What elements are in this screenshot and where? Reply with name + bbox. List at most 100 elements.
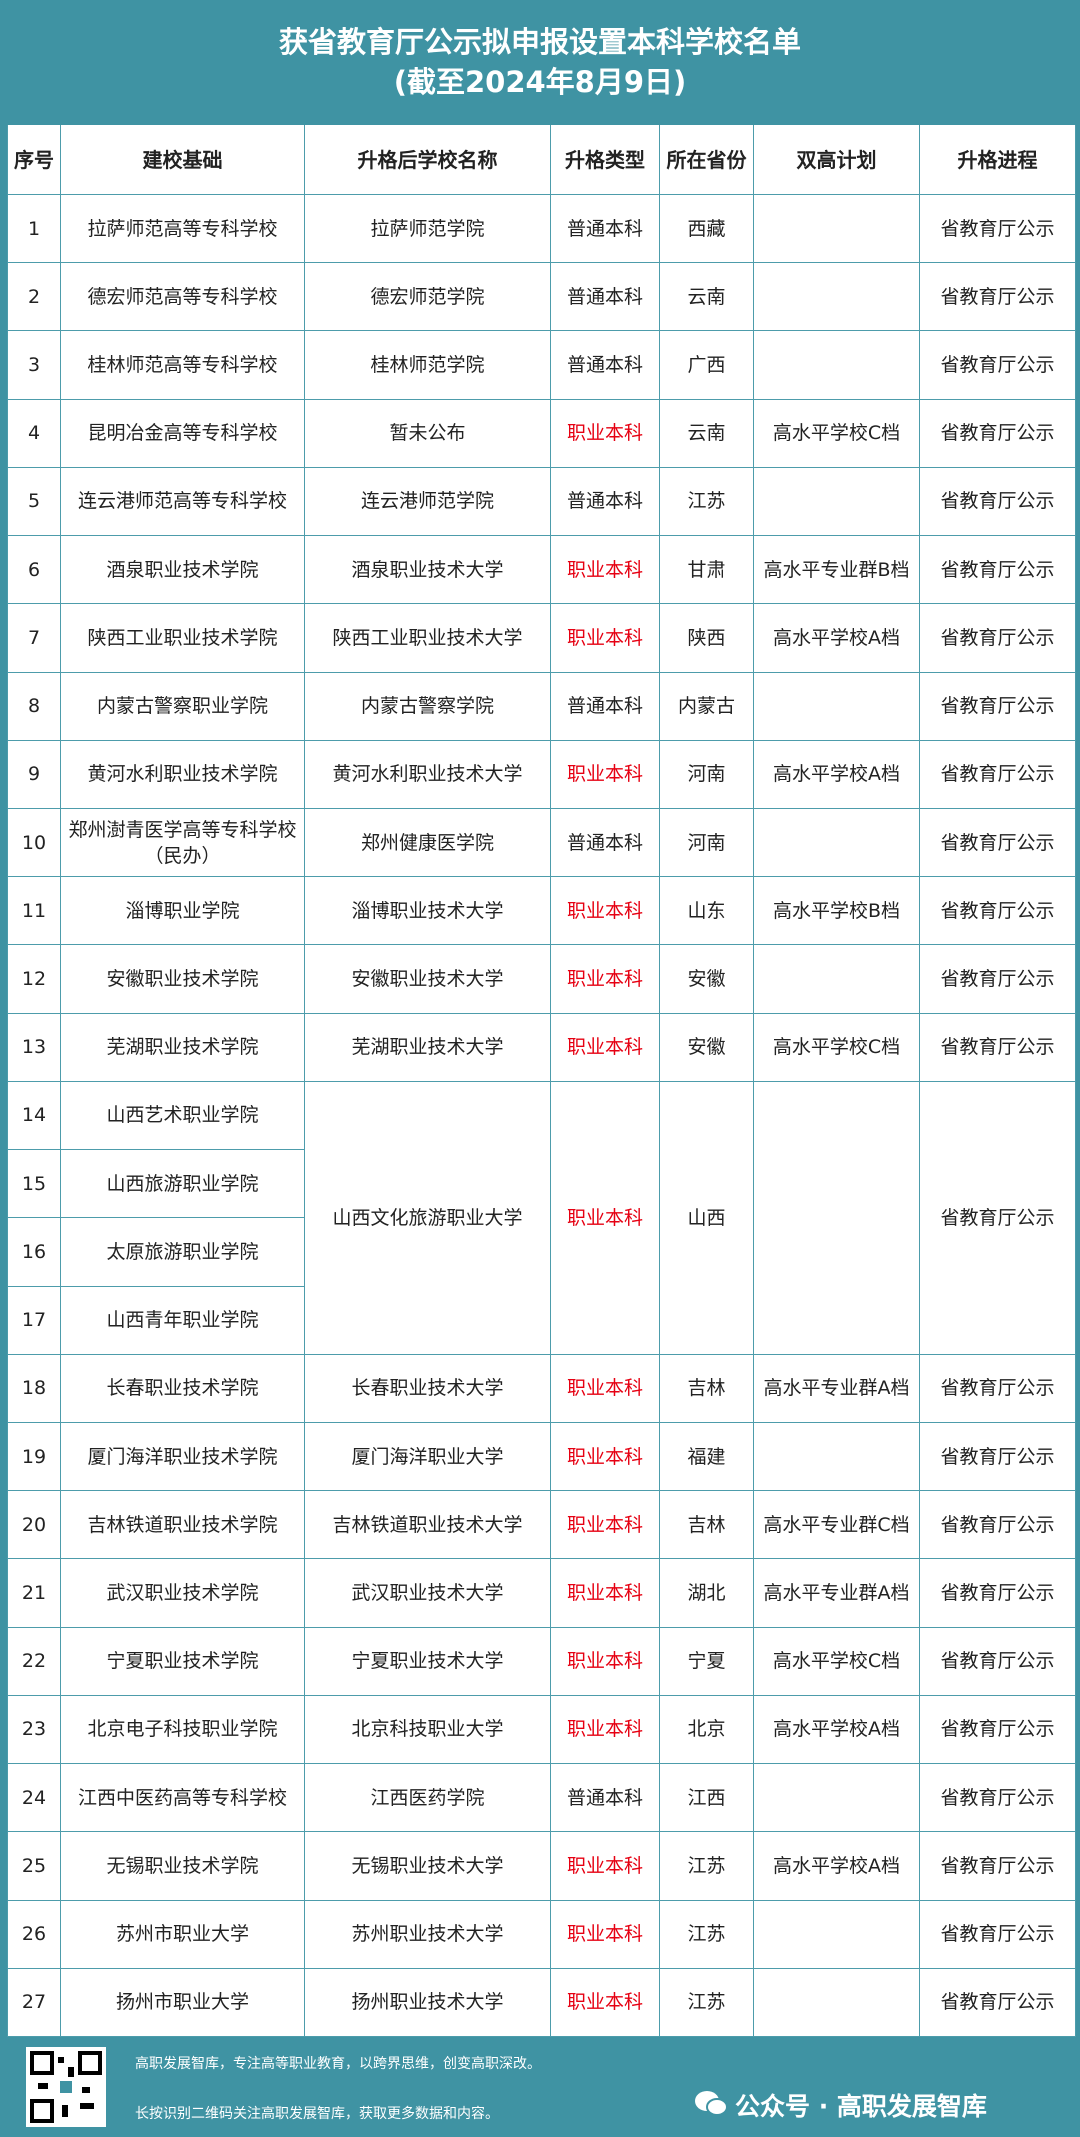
table-cell: 云南 bbox=[660, 263, 754, 332]
table-cell: 高水平学校B档 bbox=[754, 877, 920, 946]
table-cell: 省教育厅公示 bbox=[920, 263, 1076, 332]
table-cell: 江苏 bbox=[660, 467, 754, 537]
table-cell: 无锡职业技术学院 bbox=[61, 1832, 305, 1901]
table-cell: 职业本科 bbox=[551, 399, 660, 468]
table: 序号 建校基础 升格后学校名称 升格类型 所在省份 双高计划 升格进程 1 拉萨师范高等专科学校… bbox=[7, 125, 1076, 2037]
table-cell: 职业本科 bbox=[551, 604, 660, 673]
table-cell: 陕西工业职业技术大学 bbox=[305, 604, 551, 673]
table-cell: 职业本科 bbox=[551, 1559, 660, 1628]
table-cell bbox=[754, 467, 920, 537]
table-cell: 高水平专业群A档 bbox=[754, 1354, 920, 1423]
table-cell: 职业本科 bbox=[551, 1423, 660, 1492]
table-cell: 职业本科 bbox=[551, 1354, 660, 1423]
table-cell: 江苏 bbox=[660, 1900, 754, 1969]
table-cell: 高水平专业群C档 bbox=[754, 1491, 920, 1560]
table-cell: 省教育厅公示 bbox=[920, 1764, 1076, 1833]
column-header: 升格进程 bbox=[920, 125, 1076, 195]
table-cell: 职业本科 bbox=[551, 945, 660, 1014]
table-cell: 省教育厅公示 bbox=[920, 1354, 1076, 1423]
table-cell: 西藏 bbox=[660, 195, 754, 264]
table-cell: 太原旅游职业学院 bbox=[61, 1218, 305, 1287]
table-cell: 省教育厅公示 bbox=[920, 1900, 1076, 1969]
table-cell bbox=[754, 263, 920, 332]
table-cell: 德宏师范学院 bbox=[305, 263, 551, 332]
table-cell: 省教育厅公示 bbox=[920, 1832, 1076, 1901]
table-cell: 吉林 bbox=[660, 1354, 754, 1423]
table-cell: 高水平学校A档 bbox=[754, 1695, 920, 1765]
table-cell: 24 bbox=[7, 1764, 61, 1833]
table-cell: 北京 bbox=[660, 1695, 754, 1765]
table-cell bbox=[754, 1968, 920, 2037]
table-cell: 山西文化旅游职业大学 bbox=[305, 1081, 551, 1355]
table-cell: 职业本科 bbox=[551, 536, 660, 605]
table-cell: 宁夏职业技术大学 bbox=[305, 1627, 551, 1696]
subtitle: (截至2024年8月9日) bbox=[393, 65, 687, 99]
table-cell: 省教育厅公示 bbox=[920, 195, 1076, 264]
table-cell bbox=[754, 1764, 920, 1833]
table-cell: 21 bbox=[7, 1559, 61, 1628]
table-cell: 安徽 bbox=[660, 945, 754, 1014]
table-cell: 职业本科 bbox=[551, 1968, 660, 2037]
column-header: 升格后学校名称 bbox=[305, 125, 551, 195]
table-cell: 江西中医药高等专科学校 bbox=[61, 1764, 305, 1833]
table-cell: 14 bbox=[7, 1081, 61, 1151]
column-header: 双高计划 bbox=[754, 125, 920, 195]
table-cell: 12 bbox=[7, 945, 61, 1014]
table-cell: 湖北 bbox=[660, 1559, 754, 1628]
table-cell: 吉林铁道职业技术学院 bbox=[61, 1491, 305, 1560]
table-cell bbox=[754, 672, 920, 741]
table-cell: 苏州职业技术大学 bbox=[305, 1900, 551, 1969]
table-cell bbox=[754, 1423, 920, 1492]
table-cell: 广西 bbox=[660, 331, 754, 400]
table-cell: 职业本科 bbox=[551, 1081, 660, 1355]
table-cell: 普通本科 bbox=[551, 331, 660, 400]
table-cell: 省教育厅公示 bbox=[920, 1081, 1076, 1355]
table-cell: 黄河水利职业技术大学 bbox=[305, 740, 551, 809]
table-cell: 北京科技职业大学 bbox=[305, 1695, 551, 1765]
table-cell: 1 bbox=[7, 195, 61, 264]
table-cell: 山西青年职业学院 bbox=[61, 1286, 305, 1355]
table-cell: 3 bbox=[7, 331, 61, 400]
table-cell: 河南 bbox=[660, 809, 754, 878]
table-cell: 扬州职业技术大学 bbox=[305, 1968, 551, 2037]
table-cell: 16 bbox=[7, 1218, 61, 1287]
footer-line1: 高职发展智库，专注高等职业教育，以跨界思维，创变高职深改。 bbox=[135, 2056, 541, 2072]
table-cell: 德宏师范高等专科学校 bbox=[61, 263, 305, 332]
table-cell: 普通本科 bbox=[551, 1764, 660, 1833]
table-cell: 连云港师范学院 bbox=[305, 467, 551, 537]
table-cell: 黄河水利职业技术学院 bbox=[61, 740, 305, 809]
table-cell: 职业本科 bbox=[551, 1013, 660, 1082]
column-header: 所在省份 bbox=[660, 125, 754, 195]
table-cell: 职业本科 bbox=[551, 1900, 660, 1969]
table-cell: 桂林师范高等专科学校 bbox=[61, 331, 305, 400]
table-cell: 厦门海洋职业大学 bbox=[305, 1423, 551, 1492]
table-cell: 厦门海洋职业技术学院 bbox=[61, 1423, 305, 1492]
table-cell: 拉萨师范高等专科学校 bbox=[61, 195, 305, 264]
table-cell: 省教育厅公示 bbox=[920, 1968, 1076, 2037]
table-cell: 省教育厅公示 bbox=[920, 331, 1076, 400]
table-cell: 郑州澍青医学高等专科学校（民办） bbox=[61, 809, 305, 878]
table-cell: 19 bbox=[7, 1423, 61, 1492]
table-cell: 15 bbox=[7, 1150, 61, 1219]
table-cell: 10 bbox=[7, 809, 61, 878]
table-cell: 省教育厅公示 bbox=[920, 809, 1076, 878]
table-cell: 省教育厅公示 bbox=[920, 604, 1076, 673]
table-cell: 11 bbox=[7, 877, 61, 946]
table-cell: 江西 bbox=[660, 1764, 754, 1833]
table-cell: 宁夏职业技术学院 bbox=[61, 1627, 305, 1696]
table-cell: 安徽职业技术学院 bbox=[61, 945, 305, 1014]
table-cell: 吉林铁道职业技术大学 bbox=[305, 1491, 551, 1560]
footer: 高职发展智库，专注高等职业教育，以跨界思维，创变高职深改。 长按识别二维码关注高… bbox=[0, 2037, 1080, 2137]
table-cell: 郑州健康医学院 bbox=[305, 809, 551, 878]
table-cell: 省教育厅公示 bbox=[920, 1559, 1076, 1628]
header: 获省教育厅公示拟申报设置本科学校名单 (截至2024年8月9日) bbox=[0, 0, 1080, 125]
table-cell: 河南 bbox=[660, 740, 754, 809]
table-cell: 长春职业技术学院 bbox=[61, 1354, 305, 1423]
table-cell: 高水平学校A档 bbox=[754, 604, 920, 673]
table-cell: 内蒙古 bbox=[660, 672, 754, 741]
table-cell: 职业本科 bbox=[551, 1627, 660, 1696]
table-cell: 江苏 bbox=[660, 1832, 754, 1901]
table-cell: 省教育厅公示 bbox=[920, 399, 1076, 468]
table-cell: 4 bbox=[7, 399, 61, 468]
table-cell: 2 bbox=[7, 263, 61, 332]
